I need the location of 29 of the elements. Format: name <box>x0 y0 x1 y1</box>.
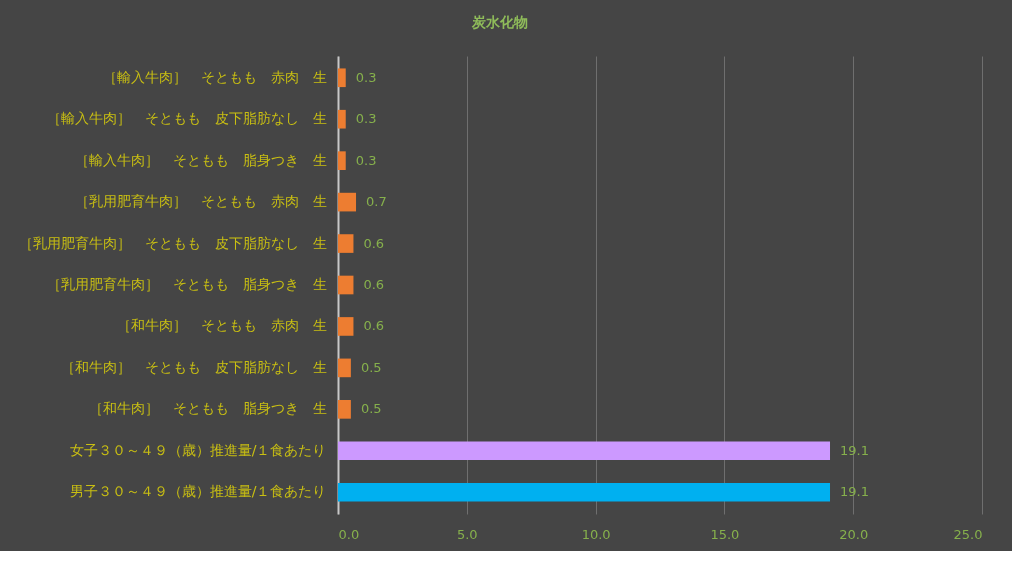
data-label: 0.5 <box>360 359 382 375</box>
y-tick-label: ［和牛肉］ そともも 脂身つき 生 <box>88 400 327 417</box>
data-label: 0.7 <box>366 194 387 210</box>
y-tick-label: ［輸入牛肉］ そともも 脂身つき 生 <box>74 151 327 168</box>
y-tick-label: ［輸入牛肉］ そともも 皮下脂肪なし 生 <box>46 110 327 127</box>
data-label: 0.3 <box>355 69 377 85</box>
y-tick-label: ［和牛肉］ そともも 赤肉 生 <box>116 317 327 334</box>
data-label: 0.6 <box>363 277 385 292</box>
data-label: 0.3 <box>355 111 377 127</box>
data-label: 0.6 <box>363 235 385 251</box>
y-tick-label: ［輸入牛肉］ そともも 赤肉 生 <box>102 68 327 85</box>
x-tick-label: 10.0 <box>581 526 611 542</box>
data-label: 0.6 <box>363 318 385 334</box>
data-label: 19.1 <box>840 484 869 500</box>
chart-title: 炭水化物 <box>471 14 528 30</box>
y-tick-label: 女子３０～４９（歳）推進量/１食あたり <box>69 441 327 458</box>
y-tick-label: 男子３０～４９（歳）推進量/１食あたり <box>69 483 327 500</box>
x-tick-label: 15.0 <box>710 526 740 542</box>
x-tick-label: 0.0 <box>338 526 360 542</box>
data-label: 19.1 <box>840 442 869 458</box>
x-tick-label: 5.0 <box>456 526 478 542</box>
y-tick-label: ［乳用肥育牛肉］ そともも 皮下脂肪なし 生 <box>18 234 327 251</box>
y-tick-label: ［乳用肥育牛肉］ そともも 脂身つき 生 <box>46 276 327 292</box>
x-tick-label: 25.0 <box>953 526 983 542</box>
y-tick-label: ［乳用肥育牛肉］ そともも 赤肉 生 <box>74 193 327 210</box>
y-tick-label: ［和牛肉］ そともも 皮下脂肪なし 生 <box>60 358 327 375</box>
data-label: 0.5 <box>360 401 382 417</box>
data-label: 0.3 <box>355 152 377 168</box>
x-tick-label: 20.0 <box>839 526 869 542</box>
